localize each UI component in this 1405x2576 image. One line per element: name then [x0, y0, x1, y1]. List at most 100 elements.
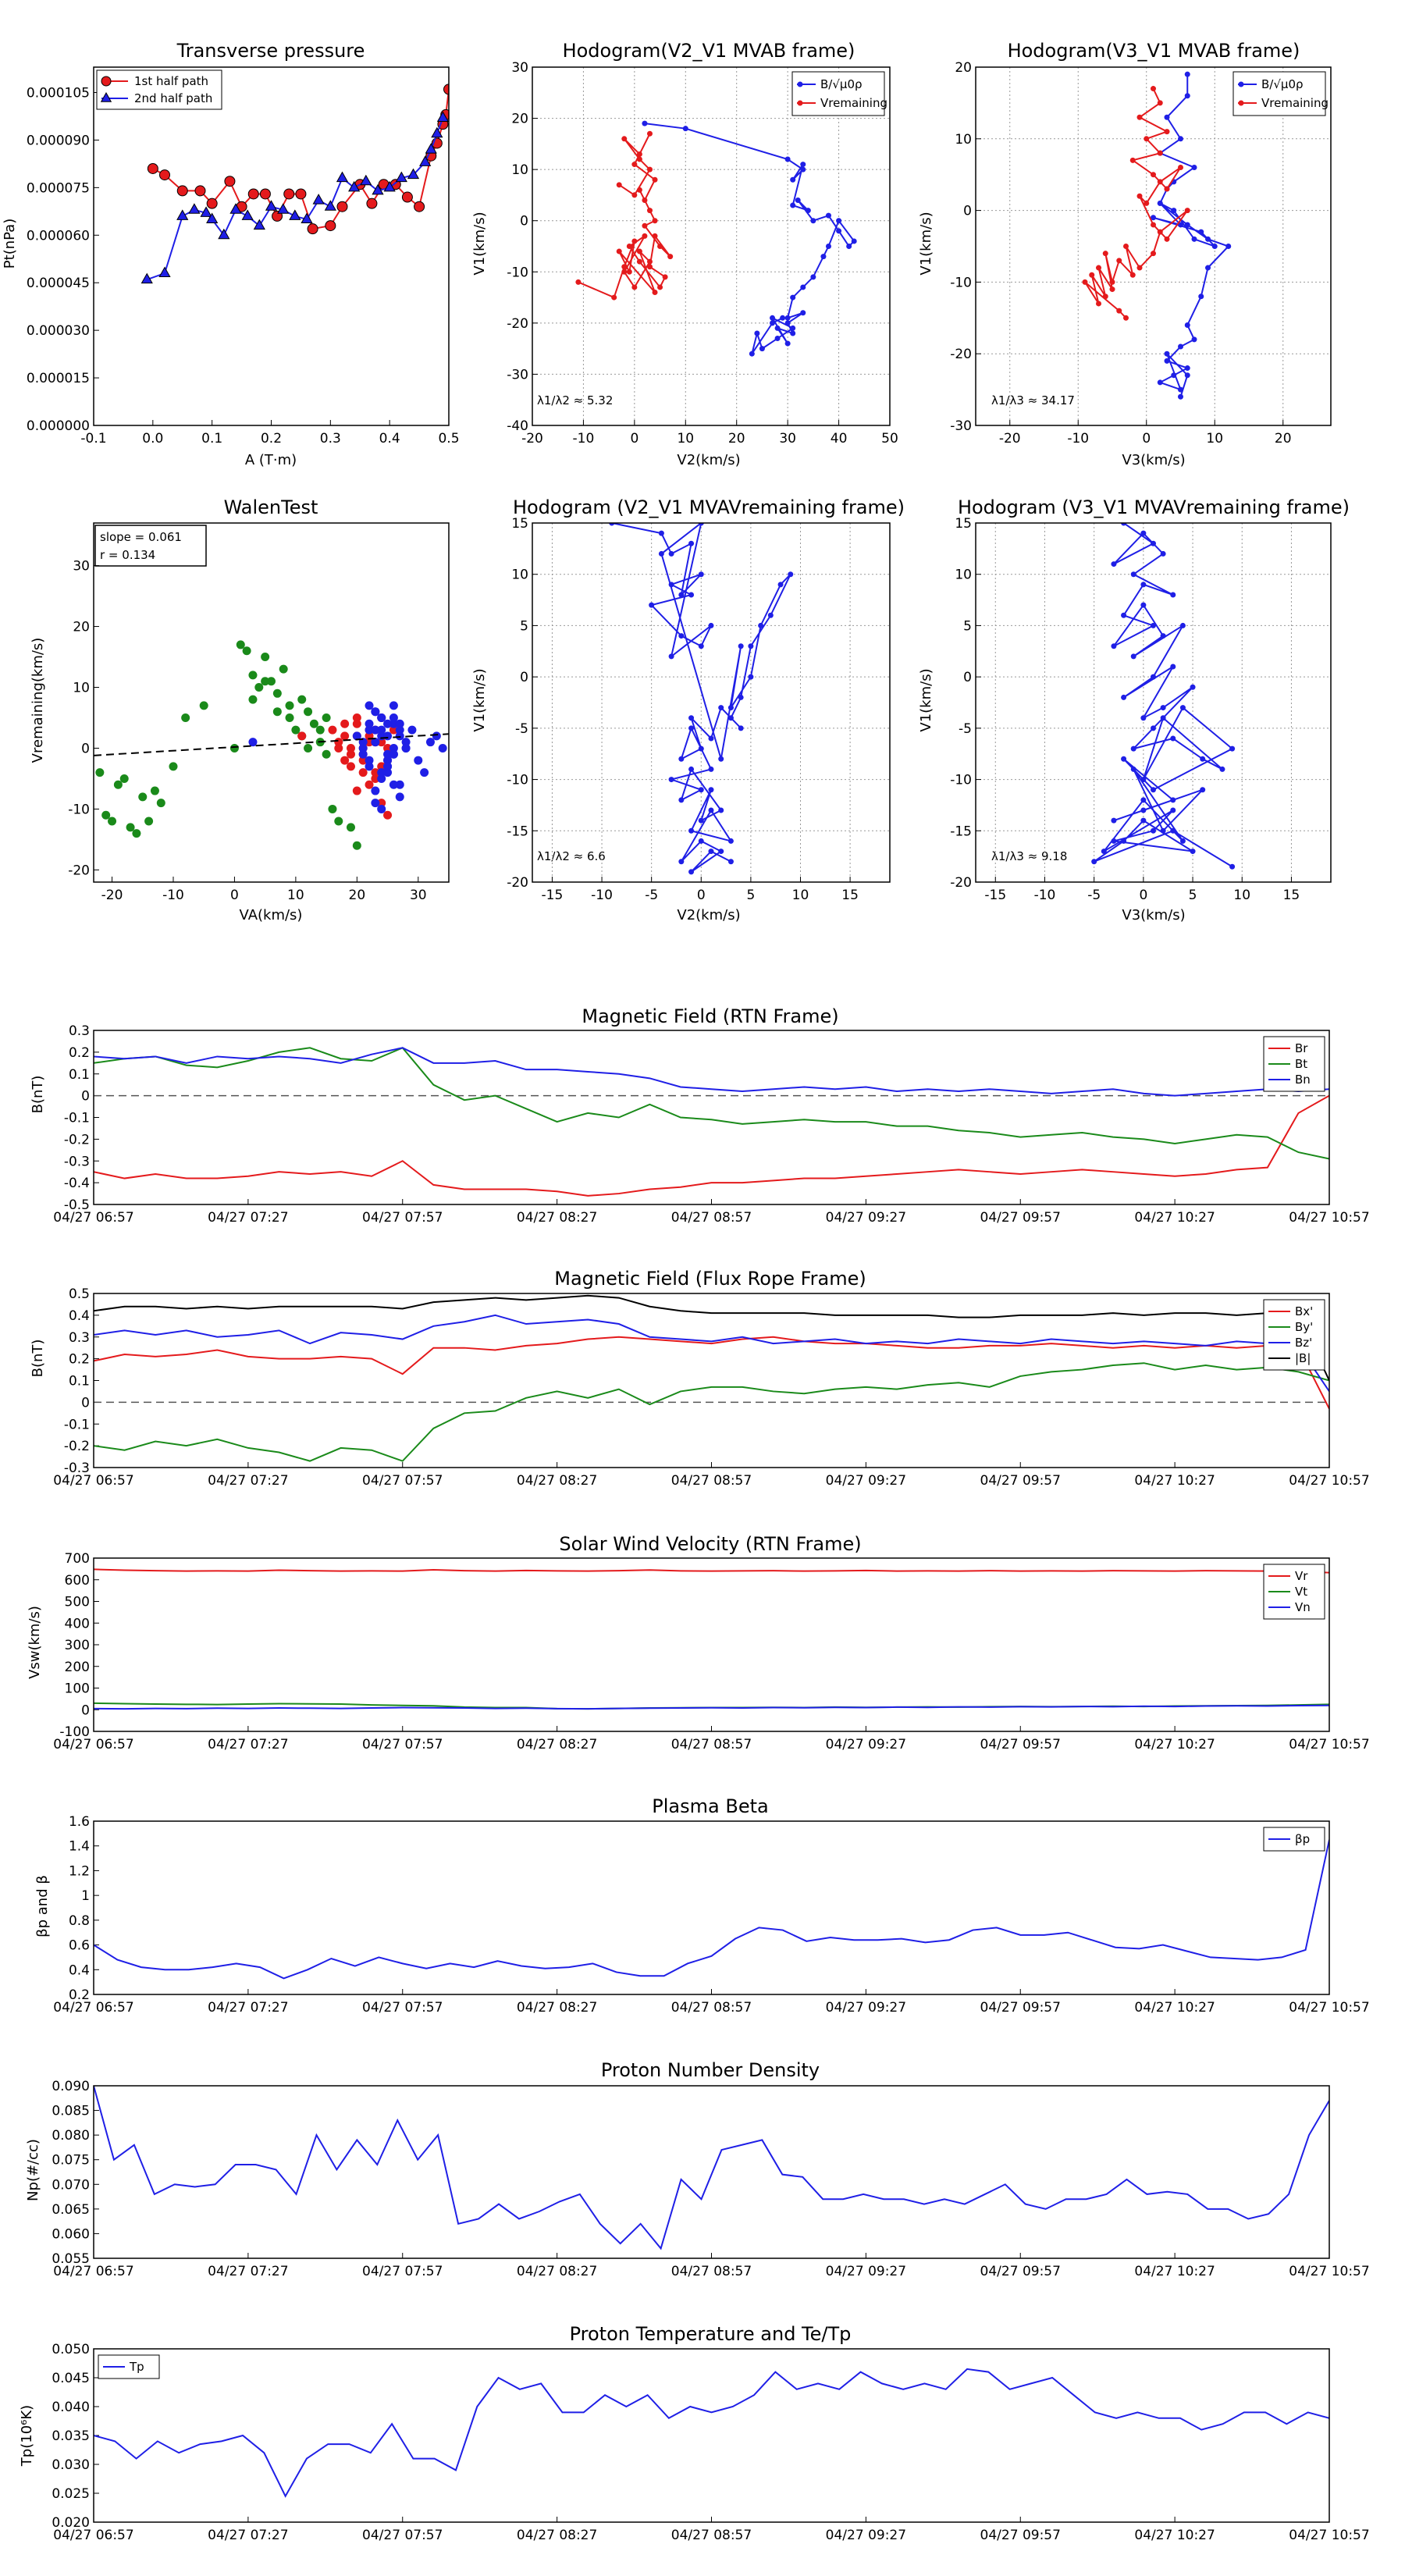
wal-point-0-39: [304, 743, 313, 753]
wal-point-2-24: [365, 719, 374, 728]
h1-point-0-12: [846, 244, 852, 249]
h4-point-0-49: [1229, 863, 1236, 870]
tp-point-1-22: [407, 168, 420, 180]
h4-point-0-42: [1151, 827, 1156, 834]
h1-point-0-10: [825, 212, 831, 219]
h4-point-0-32: [1170, 797, 1176, 803]
tp-point-1-9: [253, 219, 265, 230]
wal-point-0-9: [181, 713, 190, 722]
ts1-ytick-label-3: 0: [81, 1395, 90, 1411]
wal-point-0-15: [254, 683, 264, 692]
h3-point-0-2: [668, 550, 674, 557]
wal-point-1-27: [352, 786, 361, 795]
ts2-series-2: [94, 1704, 1329, 1710]
wal-point-0-28: [334, 817, 343, 826]
h1-point-1-8: [652, 176, 658, 183]
tp-xtick-label-1: 0.0: [142, 431, 163, 447]
wal-ytick-label-5: 30: [73, 559, 90, 575]
chart-title-walen-test: WalenTest: [224, 496, 318, 518]
wal-point-2-41: [377, 804, 386, 813]
wal-point-1-21: [352, 713, 361, 722]
chart-title-transverse-pressure: Transverse pressure: [176, 40, 365, 62]
wal-point-2-1: [352, 731, 361, 741]
h3-ytick-label-6: 10: [511, 568, 528, 583]
h1-point-1-26: [636, 248, 642, 254]
h2-point-0-18: [1225, 244, 1232, 249]
xlabel-hodogram-v3v1-mvav: V3(km/s): [1122, 907, 1185, 923]
h4-ytick-label-6: 10: [955, 568, 972, 583]
h1-point-0-16: [820, 254, 827, 260]
h3-point-0-49: [727, 859, 734, 865]
wal-point-2-12: [420, 768, 429, 777]
h2-point-0-30: [1184, 372, 1190, 379]
h4-point-0-23: [1170, 735, 1176, 742]
chart-title-hodogram-v2v1-mvav: Hodogram (V2_V1 MVAVremaining frame): [513, 496, 905, 518]
ts4-ytick-label-0: 0.055: [52, 2251, 90, 2267]
wal-point-0-30: [352, 841, 361, 850]
h2-point-1-3: [1164, 129, 1170, 135]
h3-point-0-34: [668, 777, 674, 783]
h2-point-0-0: [1184, 71, 1190, 77]
tp-point-0-19: [401, 191, 413, 203]
ts0-ytick-label-0: -0.5: [64, 1197, 90, 1213]
h4-point-0-11: [1140, 602, 1147, 608]
wal-point-0-29: [346, 823, 355, 832]
h1-point-1-15: [667, 254, 674, 260]
h3-frame: [532, 522, 891, 883]
wal-point-2-35: [371, 799, 380, 808]
ts3-ytick-label-5: 1.2: [69, 1863, 90, 1879]
tp-xtick-label-6: 0.5: [438, 431, 459, 447]
ts3-xtick-label-5: 04/27 09:27: [826, 2000, 906, 2016]
h2-ytick-label-4: 10: [955, 132, 972, 148]
wal-point-2-33: [389, 743, 398, 753]
ts3-ytick-label-2: 0.6: [69, 1938, 90, 1954]
ts0-xtick-label-5: 04/27 09:27: [826, 1210, 906, 1226]
h1-point-1-12: [652, 218, 658, 224]
h1-point-1-25: [646, 258, 653, 265]
tp-legend-box: [96, 69, 222, 110]
h2-point-0-17: [1205, 236, 1211, 242]
wal-point-2-29: [395, 792, 404, 802]
h3-point-0-40: [708, 787, 714, 793]
ts0-ytick-label-2: -0.3: [64, 1154, 90, 1169]
h3-point-0-24: [738, 694, 744, 700]
wal-point-0-24: [309, 719, 318, 728]
h4-xtick-label-1: -10: [1034, 888, 1056, 903]
wal-point-1-2: [334, 738, 343, 747]
wal-point-2-36: [377, 713, 386, 722]
chart-title-proton-temperature: Proton Temperature and Te/Tp: [570, 2323, 852, 2345]
h1-legend-marker-1: [797, 100, 803, 106]
chart-title-plasma-beta: Plasma Beta: [652, 1795, 768, 1817]
h1-point-0-11: [836, 228, 842, 234]
h3-point-0-9: [678, 633, 685, 639]
ts2-ytick-label-6: 500: [65, 1595, 90, 1610]
h2-point-1-19: [1123, 244, 1129, 249]
h1-point-1-0: [616, 182, 622, 188]
wal-point-2-7: [389, 719, 398, 728]
h3-xtick-label-1: -10: [591, 888, 613, 903]
h4-point-0-5: [1130, 571, 1136, 578]
wal-point-2-42: [383, 731, 393, 741]
h2-point-1-9: [1178, 165, 1183, 171]
ts2-xtick-label-5: 04/27 09:27: [826, 1737, 906, 1752]
wal-point-2-47: [377, 768, 386, 777]
h4-point-0-43: [1111, 838, 1117, 844]
h1-legend-marker-0: [797, 81, 803, 87]
h1-legend-label-1: Vremaining: [820, 96, 887, 110]
h3-point-0-13: [698, 523, 704, 526]
h2-point-0-10: [1151, 215, 1156, 221]
tp-point-1-19: [372, 183, 384, 195]
h2-point-1-12: [1136, 193, 1143, 199]
h3-point-0-7: [688, 592, 695, 598]
ts0-ytick-label-5: 0: [81, 1089, 90, 1105]
eigen-ratio-hodogram-v2v1-mvab: λ1/λ2 ≈ 5.32: [537, 393, 613, 407]
tp-point-1-15: [324, 200, 336, 211]
tp-point-1-16: [336, 171, 349, 183]
tp-point-0-7: [247, 188, 259, 200]
h3-xtick-label-2: -5: [645, 888, 658, 903]
ts4-frame: [93, 2085, 1330, 2259]
h4-point-0-1: [1151, 540, 1156, 546]
h1-point-0-1: [682, 126, 688, 132]
wal-point-2-27: [383, 756, 393, 765]
ts2-xtick-label-7: 04/27 10:27: [1134, 1737, 1215, 1752]
